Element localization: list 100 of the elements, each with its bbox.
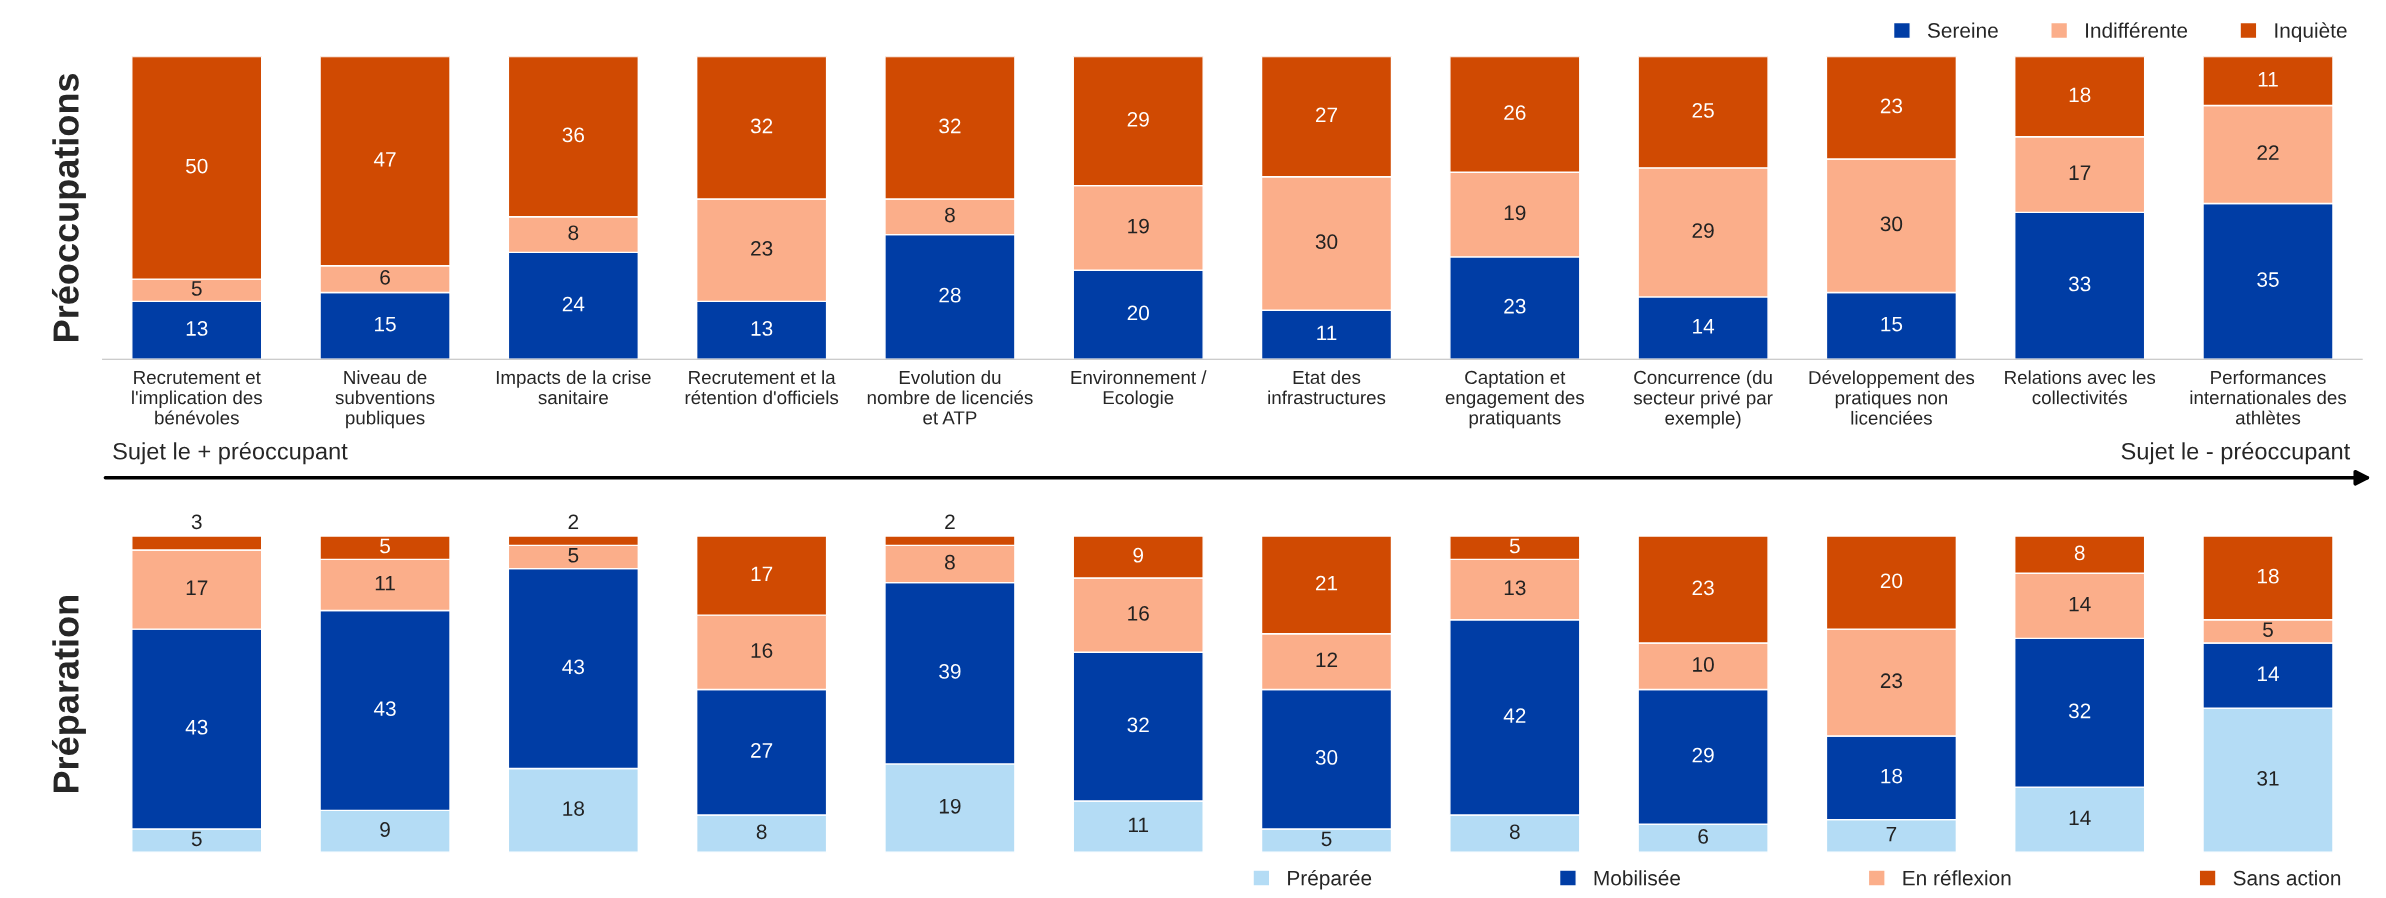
data-label: 32: [750, 118, 773, 134]
data-label: 43: [373, 701, 396, 717]
x-tick-label: Développement des pratiques non licenciées: [1809, 370, 1975, 425]
data-label: 31: [2257, 770, 2279, 786]
data-label: 10: [1693, 657, 1714, 672]
data-label: 8: [756, 824, 767, 840]
data-label: 18: [563, 801, 585, 816]
data-label: 32: [939, 118, 961, 134]
data-label: 5: [380, 538, 390, 554]
legend-label: Inquiète: [2275, 22, 2347, 42]
y-axis-title: Préoccupations: [51, 73, 86, 341]
data-label: 5: [191, 831, 202, 847]
data-label: 19: [1128, 218, 1149, 234]
data-label: 17: [751, 566, 773, 582]
data-label: 18: [1881, 768, 1903, 784]
data-label: 25: [1692, 103, 1714, 118]
data-label: 24: [562, 296, 585, 312]
text: Sujet le - préoccupant: [2121, 441, 2351, 465]
data-label: 8: [945, 554, 955, 570]
data-label: 42: [1503, 708, 1526, 723]
data-label: 9: [380, 822, 390, 837]
x-tick-label: Impacts de la crise sanitaire: [496, 370, 651, 405]
data-label: 5: [1509, 538, 1520, 554]
data-label: 43: [562, 659, 585, 675]
data-label: 47: [373, 152, 396, 167]
data-label: 35: [2257, 272, 2279, 287]
data-label: 11: [1128, 817, 1149, 833]
data-label: 16: [751, 643, 773, 658]
legend-label: Sereine: [1927, 22, 1998, 38]
data-label: 5: [568, 548, 579, 563]
data-label: 3: [191, 514, 202, 530]
data-label: 6: [1698, 829, 1708, 844]
data-label: 5: [191, 281, 202, 296]
x-tick-label: Performances internationales des athlètes: [2190, 370, 2347, 425]
x-tick-label: Relations avec les collectivités: [2005, 370, 2156, 405]
data-label: 5: [2263, 622, 2273, 637]
data-label: 23: [751, 241, 773, 256]
data-label: 36: [562, 127, 585, 143]
x-tick-label: Concurrence (du secteur privé par exemple): [1633, 370, 1773, 429]
data-label: 29: [1692, 223, 1714, 238]
data-label: 8: [2074, 545, 2085, 561]
data-label: 20: [1127, 305, 1149, 321]
data-label: 22: [2257, 145, 2279, 160]
data-label: 23: [1504, 298, 1526, 314]
data-label: 50: [185, 158, 208, 174]
data-label: 2: [568, 514, 579, 530]
data-label: 43: [185, 719, 208, 735]
data-label: 6: [380, 269, 390, 285]
data-label: 28: [939, 287, 961, 303]
data-label: 18: [2069, 87, 2091, 103]
x-tick-label: Etat des infrastructures: [1268, 370, 1386, 405]
data-label: 11: [1317, 325, 1337, 341]
data-label: 12: [1316, 652, 1338, 667]
x-tick-label: Niveau de subventions publiques: [335, 370, 435, 429]
data-label: 27: [751, 743, 773, 758]
data-label: 30: [1315, 234, 1338, 250]
data-label: 17: [2069, 165, 2091, 180]
data-label: 8: [1509, 824, 1520, 840]
data-label: 14: [1693, 319, 1715, 334]
data-label: 13: [751, 321, 773, 336]
x-tick-label: Recrutement et la rétention d'officiels: [685, 370, 839, 405]
data-label: 11: [375, 575, 395, 591]
data-label: 9: [1133, 547, 1144, 563]
data-label: 15: [375, 316, 396, 332]
data-label: 23: [1692, 580, 1714, 596]
x-tick-label: Captation et engagement des pratiquants: [1445, 370, 1584, 429]
legend-label: Préparée: [1288, 869, 1372, 890]
data-label: 23: [1880, 673, 1903, 689]
data-label: 16: [1128, 605, 1149, 621]
data-label: 21: [1315, 575, 1338, 591]
data-label: 5: [1321, 831, 1332, 847]
data-label: 14: [2258, 666, 2279, 681]
data-label: 7: [1886, 826, 1897, 842]
y-axis-title: Préparation: [51, 596, 86, 793]
legend-label: Sans action: [2233, 870, 2341, 886]
data-label: 8: [945, 207, 955, 223]
data-label: 17: [186, 580, 208, 595]
data-label: 33: [2068, 276, 2091, 292]
data-label: 13: [1504, 580, 1526, 596]
data-label: 18: [2258, 568, 2279, 584]
data-label: 14: [2069, 810, 2091, 826]
data-label: 29: [1127, 111, 1149, 127]
data-label: 27: [1315, 107, 1338, 123]
x-tick-label: Recrutement et l'implication des bénévoles: [132, 371, 262, 425]
legend-label: En réflexion: [1903, 869, 2011, 886]
data-label: 13: [186, 321, 208, 336]
legend-label: Indifférente: [2086, 22, 2188, 38]
data-label: 32: [2068, 703, 2091, 719]
data-label: 39: [939, 664, 961, 679]
data-label: 30: [1880, 216, 1903, 232]
text: Sujet le + préoccupant: [113, 441, 348, 465]
data-label: 11: [2258, 72, 2278, 87]
data-label: 19: [939, 798, 961, 814]
data-label: 20: [1880, 573, 1903, 589]
data-label: 8: [568, 225, 579, 241]
data-label: 2: [945, 514, 955, 530]
data-label: 15: [1881, 316, 1903, 332]
x-tick-label: Evolution du nombre de licenciés et ATP: [867, 370, 1033, 425]
data-label: 23: [1880, 98, 1903, 114]
data-label: 30: [1315, 750, 1338, 765]
